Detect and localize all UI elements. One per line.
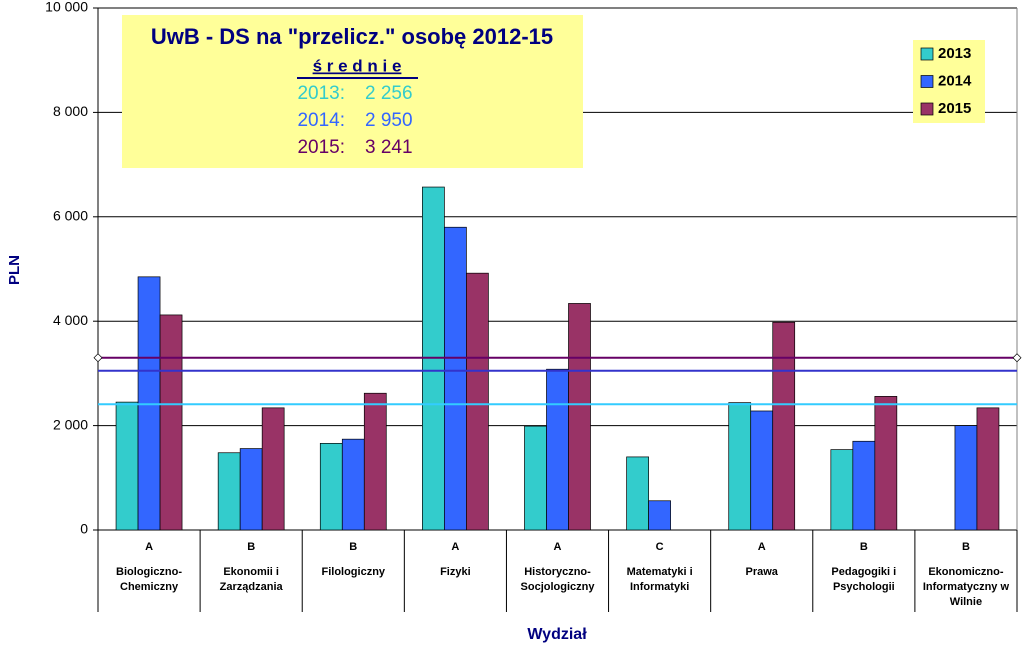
bar — [261, 407, 285, 531]
bar — [750, 410, 774, 531]
group-label: A — [758, 541, 766, 553]
group-label: B — [860, 541, 868, 553]
x-tick-label: Filologiczny — [321, 566, 386, 578]
bar — [524, 425, 547, 531]
legend-swatch — [920, 47, 934, 61]
bar — [115, 401, 139, 531]
legend-swatch — [920, 75, 934, 88]
bar — [319, 442, 343, 531]
group-label: B — [349, 541, 357, 553]
average-label: 2014: — [297, 110, 345, 131]
y-tick-label: 2 000 — [53, 416, 88, 432]
y-tick-label: 10 000 — [45, 0, 88, 15]
average-value: 3 241 — [365, 137, 413, 158]
bar — [626, 456, 649, 531]
bar — [466, 272, 489, 531]
x-tick-label: Pedagogiki i Psychologii — [831, 566, 897, 593]
legend-label: 2014 — [938, 72, 972, 89]
bar — [217, 452, 241, 531]
x-tick-label: Biologiczno-Chemiczny — [116, 566, 183, 593]
annotation-box — [122, 15, 583, 168]
average-label: 2015: — [297, 137, 345, 158]
y-tick-label: 4 000 — [53, 312, 88, 328]
bar — [976, 407, 1000, 531]
bar — [954, 425, 978, 531]
reference-marker — [1012, 353, 1022, 363]
bar — [874, 396, 898, 531]
y-tick-label: 8 000 — [53, 103, 88, 119]
y-tick-label: 0 — [80, 521, 88, 537]
bar — [546, 368, 569, 531]
group-label: A — [145, 541, 153, 553]
average-value: 2 256 — [365, 83, 413, 104]
bar — [648, 500, 671, 531]
bar — [772, 321, 796, 531]
average-value: 2 950 — [365, 110, 413, 131]
x-tick-label: Fizyki — [440, 566, 471, 578]
x-tick-label: Ekonomii i Zarządzania — [219, 566, 283, 593]
bar — [728, 402, 752, 531]
x-tick-label: Matematyki i Informatyki — [626, 566, 693, 593]
bar — [341, 438, 365, 531]
x-axis-label: Wydział — [527, 626, 587, 643]
bar — [363, 392, 387, 531]
bar — [830, 449, 854, 531]
x-tick-label: Historyczno-Socjologiczny — [520, 566, 595, 593]
group-label: A — [451, 541, 459, 553]
legend-label: 2013 — [938, 45, 971, 62]
bar — [852, 440, 876, 531]
y-tick-label: 6 000 — [53, 208, 88, 224]
bar — [159, 314, 183, 531]
group-label: B — [962, 541, 970, 553]
bar — [239, 448, 263, 531]
bar — [568, 303, 591, 531]
annotation-title: UwB - DS na "przelicz." osobę 2012-15 — [151, 24, 553, 49]
x-tick-label: Ekonomiczno-Informatyczny w Wilnie — [922, 566, 1010, 608]
x-tick-label: Prawa — [745, 566, 778, 578]
average-label: 2013: — [297, 83, 345, 104]
reference-marker — [93, 353, 103, 363]
legend-swatch — [920, 102, 934, 116]
group-label: A — [554, 541, 562, 553]
group-label: C — [656, 541, 664, 553]
y-axis-label: PLN — [6, 255, 23, 285]
bar — [444, 226, 467, 531]
group-label: B — [247, 541, 255, 553]
annotation-subtitle: ś r e d n i e — [313, 56, 402, 75]
legend-label: 2015 — [938, 100, 971, 117]
